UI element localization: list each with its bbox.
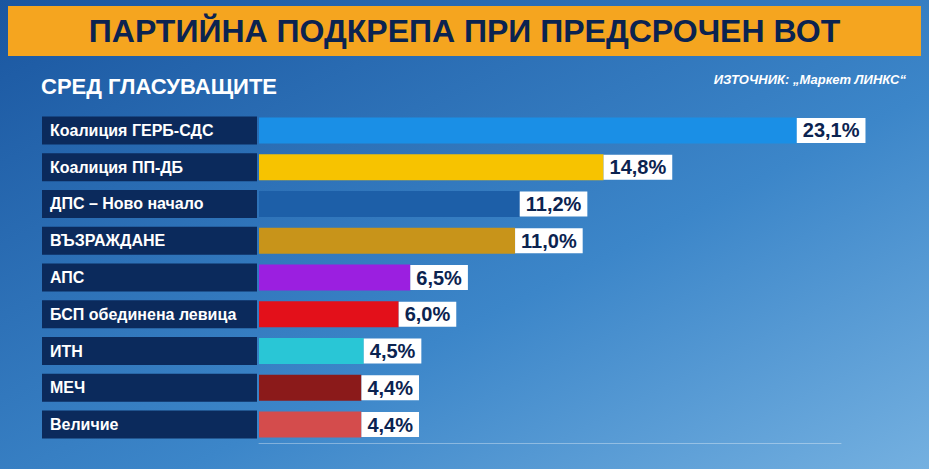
svg-text:4,4%: 4,4% (367, 377, 413, 399)
svg-text:11,0%: 11,0% (521, 230, 577, 252)
svg-text:14,8%: 14,8% (610, 156, 667, 178)
svg-text:23,1%: 23,1% (803, 119, 860, 141)
svg-text:ВЪЗРАЖДАНЕ: ВЪЗРАЖДАНЕ (50, 232, 165, 249)
svg-text:ДПС – Ново начало: ДПС – Ново начало (50, 195, 204, 212)
svg-text:Величие: Величие (50, 416, 119, 433)
svg-text:6,0%: 6,0% (405, 303, 451, 325)
svg-text:БСП обединена левица: БСП обединена левица (50, 306, 236, 323)
svg-text:ИТН: ИТН (50, 343, 83, 360)
svg-text:АПС: АПС (50, 269, 85, 286)
svg-text:4,5%: 4,5% (370, 340, 416, 362)
svg-text:6,5%: 6,5% (416, 267, 462, 289)
svg-text:4,4%: 4,4% (367, 414, 413, 436)
svg-text:ПАРТИЙНА ПОДКРЕПА ПРИ ПРЕДСРОЧ: ПАРТИЙНА ПОДКРЕПА ПРИ ПРЕДСРОЧЕН ВОТ (89, 13, 841, 49)
svg-text:ИЗТОЧНИК: „Маркет ЛИНКС“: ИЗТОЧНИК: „Маркет ЛИНКС“ (714, 72, 907, 87)
svg-text:Коалиция ГЕРБ-СДС: Коалиция ГЕРБ-СДС (50, 122, 214, 139)
svg-text:11,2%: 11,2% (526, 193, 582, 215)
svg-text:СРЕД ГЛАСУВАЩИТЕ: СРЕД ГЛАСУВАЩИТЕ (41, 74, 277, 99)
svg-text:МЕЧ: МЕЧ (50, 379, 85, 396)
svg-text:Коалиция ПП-ДБ: Коалиция ПП-ДБ (50, 159, 183, 176)
